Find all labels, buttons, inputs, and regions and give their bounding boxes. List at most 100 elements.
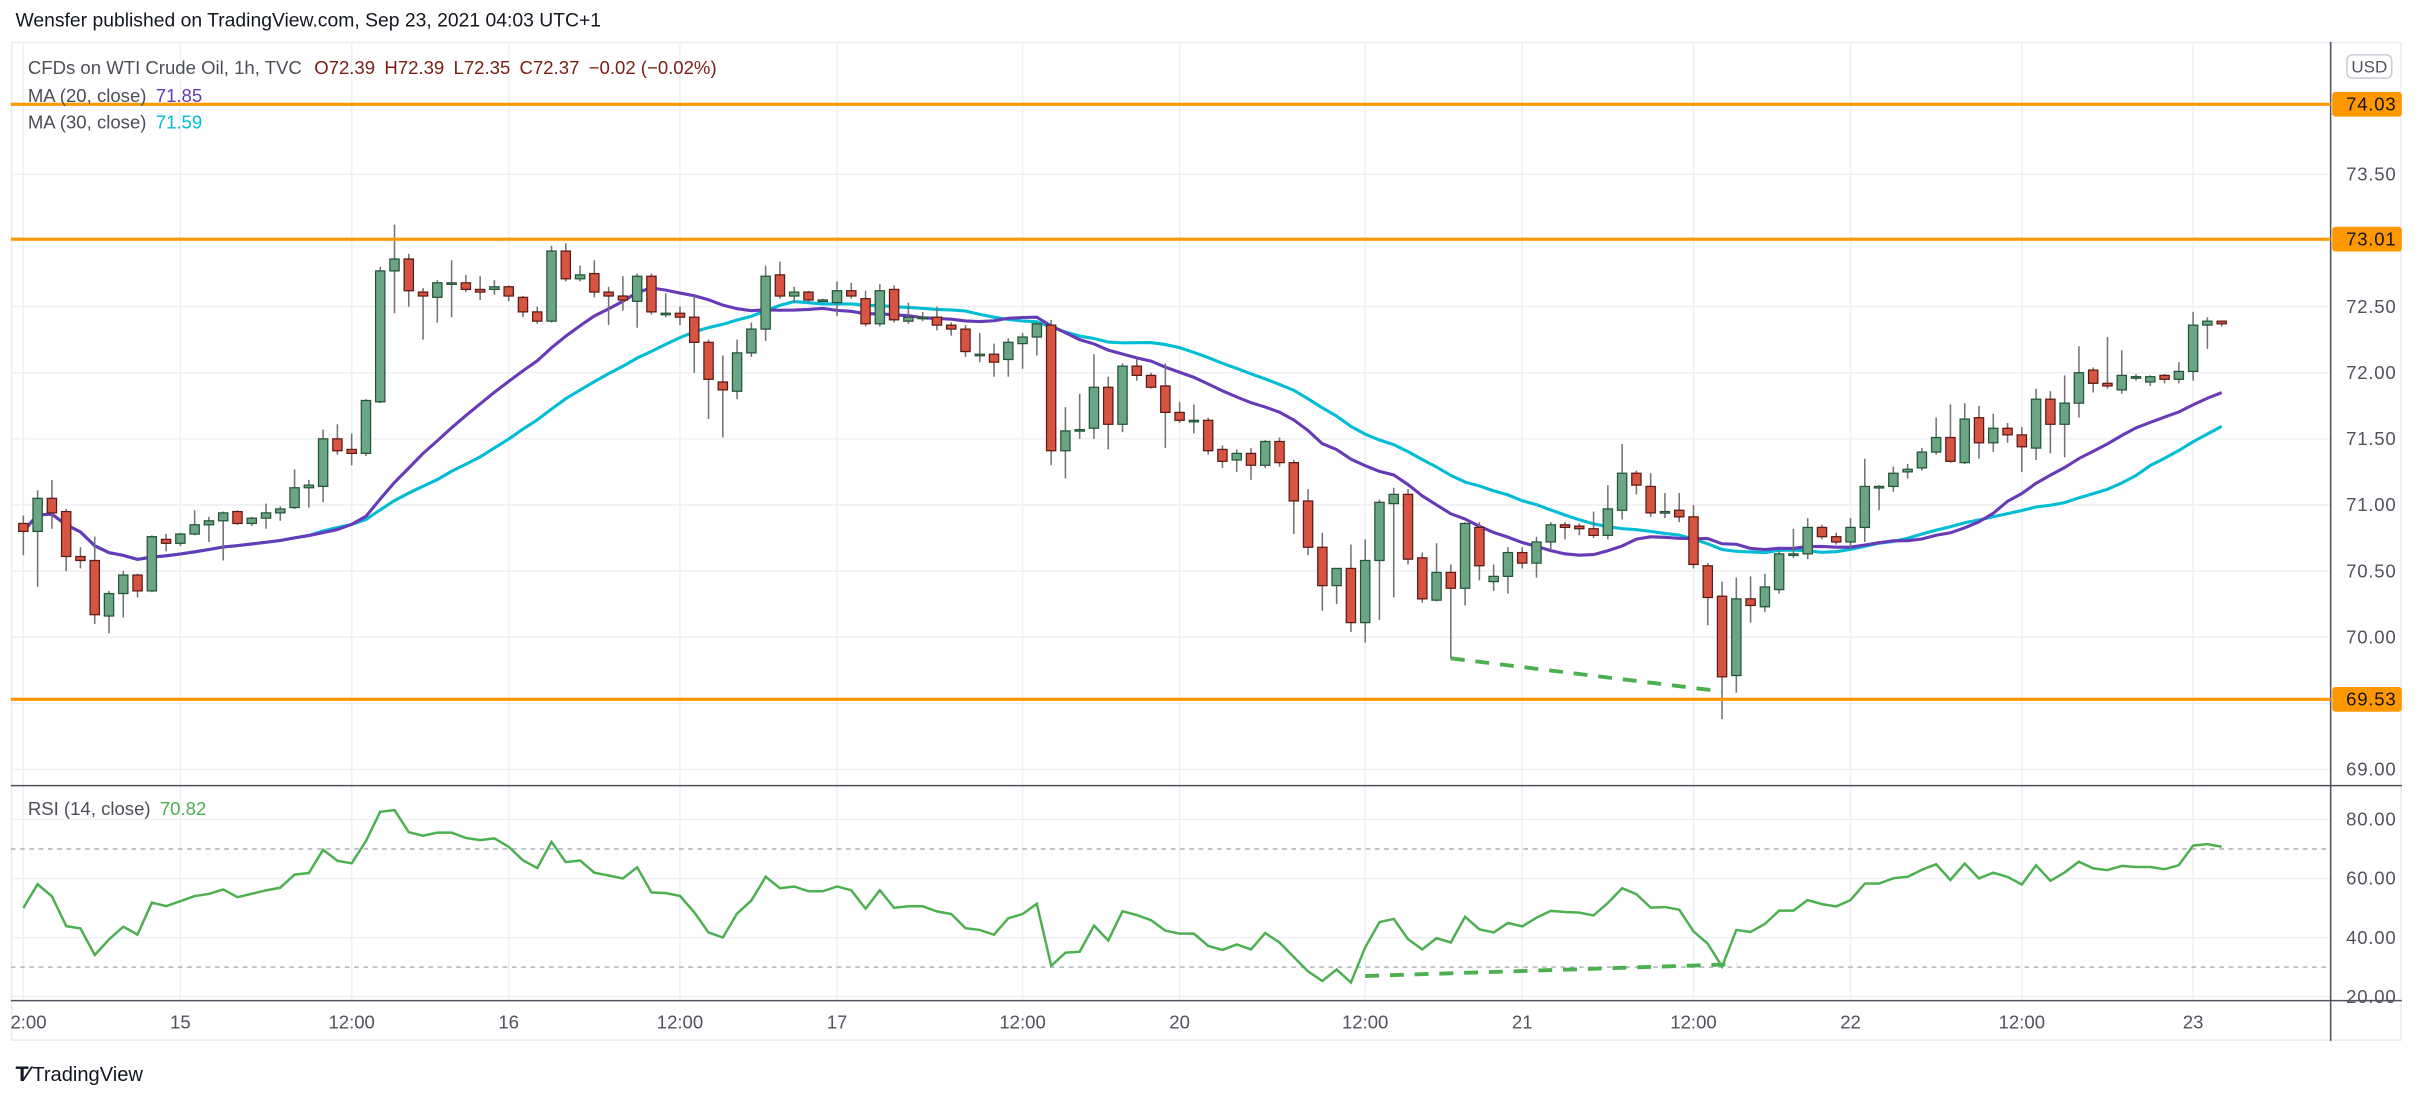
candle: [1160, 363, 1171, 449]
candle-body: [446, 282, 457, 285]
candle: [1830, 532, 1842, 545]
candle-body: [403, 258, 415, 292]
ma20-line: [22, 286, 2223, 561]
symbol-legend-row[interactable]: CFDs on WTI Crude Oil, 1h, TVC O72.39 H72.…: [28, 56, 717, 83]
candle: [346, 433, 357, 466]
candle: [1417, 552, 1428, 603]
candle: [2187, 311, 2199, 381]
candle-body: [2016, 434, 2028, 448]
candle: [1731, 577, 1742, 693]
candle-body: [1673, 509, 1685, 518]
chart-legend: CFDs on WTI Crude Oil, 1h, TVC O72.39 H72.…: [28, 56, 717, 137]
candle-body: [275, 508, 286, 514]
candle-body: [1245, 452, 1257, 466]
candle: [1359, 539, 1371, 643]
candle-body: [1516, 551, 1528, 564]
candle-body: [1830, 536, 1842, 543]
candle: [531, 306, 543, 324]
candle-body: [2087, 369, 2099, 384]
candle: [1602, 485, 1614, 540]
candle: [917, 311, 928, 322]
price-axis-label: 73.50: [2346, 164, 2396, 185]
candle-body: [1145, 374, 1157, 388]
candle: [2116, 350, 2127, 394]
candle: [432, 280, 443, 323]
candle: [1402, 489, 1414, 565]
ma30-legend-row[interactable]: MA (30, close) 71.59: [28, 110, 717, 137]
candle-body: [1088, 386, 1100, 429]
time-axis-label: 12:00: [1670, 1011, 1716, 1032]
candle-body: [1545, 524, 1557, 543]
high-value: H72.39: [384, 57, 445, 79]
price-axis-label: 69.00: [2346, 759, 2396, 780]
candle: [1488, 564, 1499, 591]
ma20-legend-row[interactable]: MA (20, close) 71.85: [28, 83, 717, 110]
candle-body: [1488, 575, 1499, 583]
candle-body: [1431, 571, 1442, 601]
candle-body: [1359, 559, 1371, 624]
ma20-label: MA (20, close): [27, 84, 147, 106]
candle: [1188, 404, 1200, 434]
close-value: C72.37: [519, 57, 580, 79]
candle: [1245, 448, 1257, 480]
candle: [931, 306, 943, 331]
tradingview-logo[interactable]: T⁄ TradingView: [15, 1061, 142, 1086]
candle-body: [646, 275, 657, 313]
price-level-label: 73.01: [2346, 228, 2396, 249]
candle: [1003, 338, 1014, 377]
candle: [189, 510, 200, 536]
candle-body: [888, 288, 900, 321]
candle-body: [189, 524, 200, 535]
candle: [460, 274, 472, 293]
candle: [803, 290, 814, 303]
candle: [1045, 319, 1057, 466]
time-axis-label: 17: [827, 1011, 848, 1032]
candle: [1973, 405, 1985, 459]
candle-body: [960, 328, 971, 353]
time-axis-label: 12:00: [1999, 1011, 2045, 1032]
currency-button[interactable]: USD: [2346, 54, 2393, 79]
candle: [1745, 576, 1756, 623]
candle-body: [1060, 430, 1071, 452]
candle-body: [631, 275, 643, 302]
candle-body: [1759, 586, 1771, 608]
candle: [660, 293, 671, 318]
candle: [631, 273, 643, 328]
candle: [874, 284, 886, 327]
ma30-value: 71.59: [155, 111, 203, 134]
candle: [75, 547, 86, 569]
candle: [1988, 413, 1999, 453]
candle: [489, 280, 500, 295]
candle-body: [1902, 468, 1913, 473]
candle: [2202, 317, 2213, 349]
candle: [945, 322, 957, 336]
candle: [703, 339, 714, 420]
candle: [1888, 466, 1899, 492]
candle-body: [1945, 436, 1956, 462]
candle-body: [1331, 567, 1342, 587]
time-axis-label: 12:00: [999, 1011, 1045, 1032]
candle-body: [1302, 500, 1314, 548]
candle: [332, 424, 343, 455]
candle-body: [417, 291, 429, 297]
candle-body: [1645, 485, 1656, 514]
candle: [517, 296, 529, 318]
candle-body: [60, 510, 72, 558]
candle: [888, 285, 900, 323]
candle-body: [1802, 526, 1813, 555]
candle-body: [2073, 372, 2085, 404]
candle-body: [346, 448, 357, 455]
price-level-label-bg: [2332, 686, 2402, 712]
candle: [1545, 522, 1557, 550]
candle-body: [1402, 493, 1414, 560]
publish-info: Wensfer published on TradingView.com, Se…: [15, 9, 602, 31]
candle: [1930, 417, 1942, 455]
candle: [1445, 564, 1457, 659]
candle-body: [846, 290, 857, 297]
candle-body: [1459, 522, 1471, 589]
candle-body: [1031, 323, 1043, 338]
candle-body: [1731, 598, 1742, 677]
rsi-legend-row[interactable]: RSI (14, close) 70.82: [28, 798, 206, 820]
